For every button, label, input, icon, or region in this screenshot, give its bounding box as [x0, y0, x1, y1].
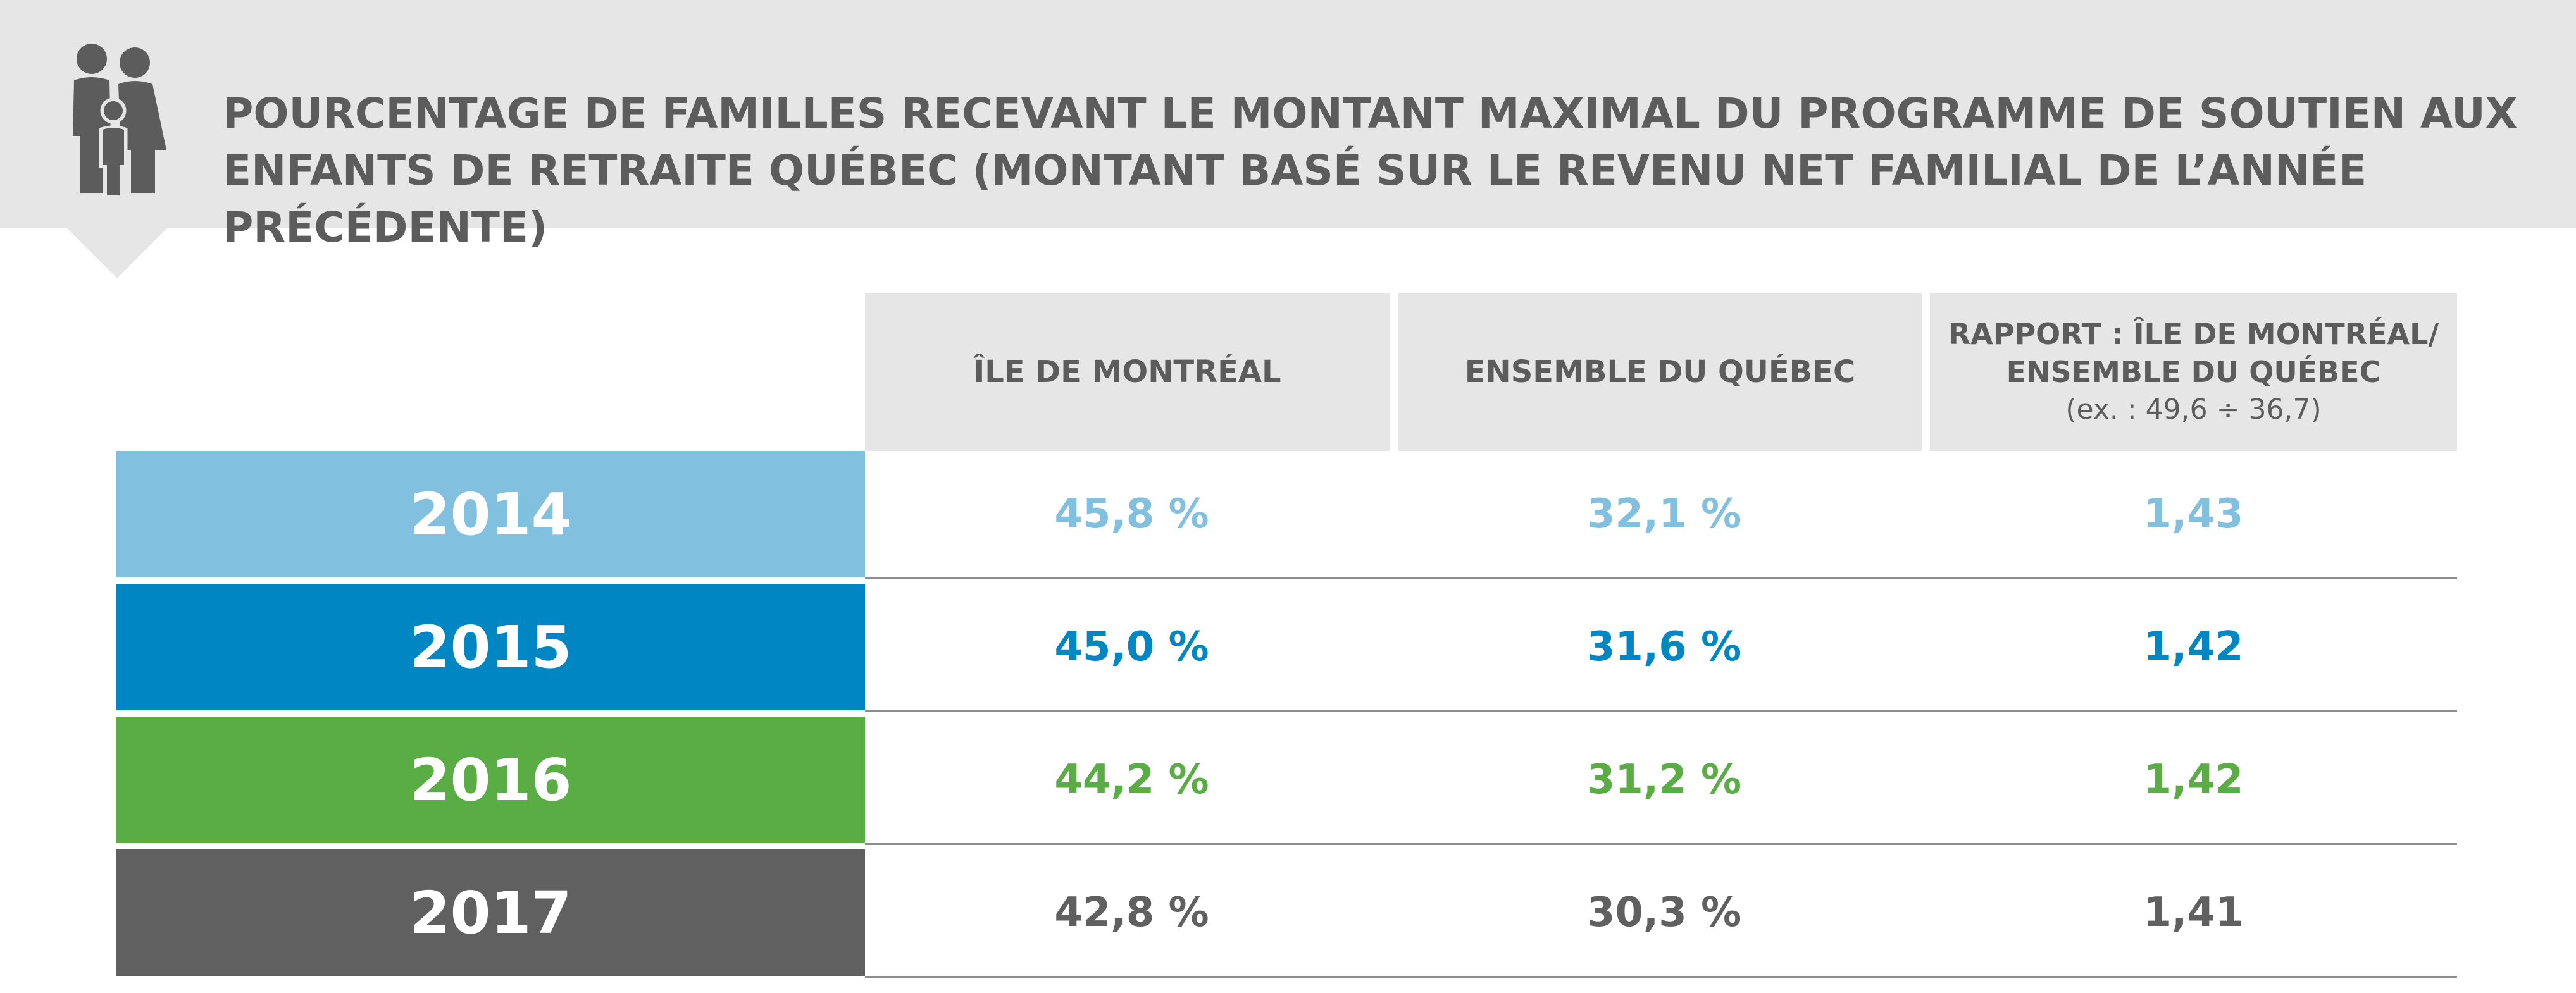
quebec-value: 30,3 %: [1586, 889, 1742, 936]
montreal-value: 42,8 %: [1054, 889, 1209, 936]
table-row: 2017 42,8 % 30,3 % 1,41: [116, 849, 2457, 978]
column-header-montreal: ÎLE DE MONTRÉAL: [865, 293, 1390, 451]
row-divider: [865, 577, 2457, 579]
year-cell: 2014: [116, 451, 865, 577]
ratio-value: 1,41: [2143, 889, 2244, 936]
table-row: 2014 45,8 % 32,1 % 1,43: [116, 451, 2457, 579]
column-header-quebec: ENSEMBLE DU QUÉBEC: [1398, 293, 1922, 451]
table-row: 2016 44,2 % 31,2 % 1,42: [116, 717, 2457, 845]
quebec-value: 31,2 %: [1586, 756, 1742, 803]
row-divider: [865, 976, 2457, 978]
row-divider: [865, 843, 2457, 845]
ratio-value: 1,42: [2143, 624, 2244, 670]
row-divider: [865, 710, 2457, 712]
year-cell: 2017: [116, 849, 865, 976]
column-header-montreal-label: ÎLE DE MONTRÉAL: [973, 354, 1281, 390]
column-header-ratio-note: (ex. : 49,6 ÷ 36,7): [2065, 393, 2322, 426]
banner-pointer: [66, 228, 168, 278]
column-header-ratio: RAPPORT : ÎLE DE MONTRÉAL/ ENSEMBLE DU Q…: [1930, 293, 2457, 451]
montreal-value: 44,2 %: [1054, 756, 1209, 803]
ratio-value: 1,42: [2143, 756, 2244, 803]
column-header-quebec-label: ENSEMBLE DU QUÉBEC: [1464, 354, 1856, 390]
page-title: POURCENTAGE DE FAMILLES RECEVANT LE MONT…: [223, 89, 2518, 252]
ratio-value: 1,43: [2143, 491, 2244, 538]
montreal-value: 45,0 %: [1054, 624, 1209, 670]
table-row: 2015 45,0 % 31,6 % 1,42: [116, 584, 2457, 712]
quebec-value: 31,6 %: [1586, 624, 1742, 670]
montreal-value: 45,8 %: [1054, 491, 1209, 538]
year-cell: 2015: [116, 584, 865, 710]
year-cell: 2016: [116, 717, 865, 843]
column-header-ratio-line1: RAPPORT : ÎLE DE MONTRÉAL/: [1948, 317, 2439, 351]
family-icon: [73, 44, 166, 199]
column-header-ratio-line2: ENSEMBLE DU QUÉBEC: [2006, 355, 2381, 389]
quebec-value: 32,1 %: [1586, 491, 1742, 538]
title-banner: [0, 0, 2576, 228]
